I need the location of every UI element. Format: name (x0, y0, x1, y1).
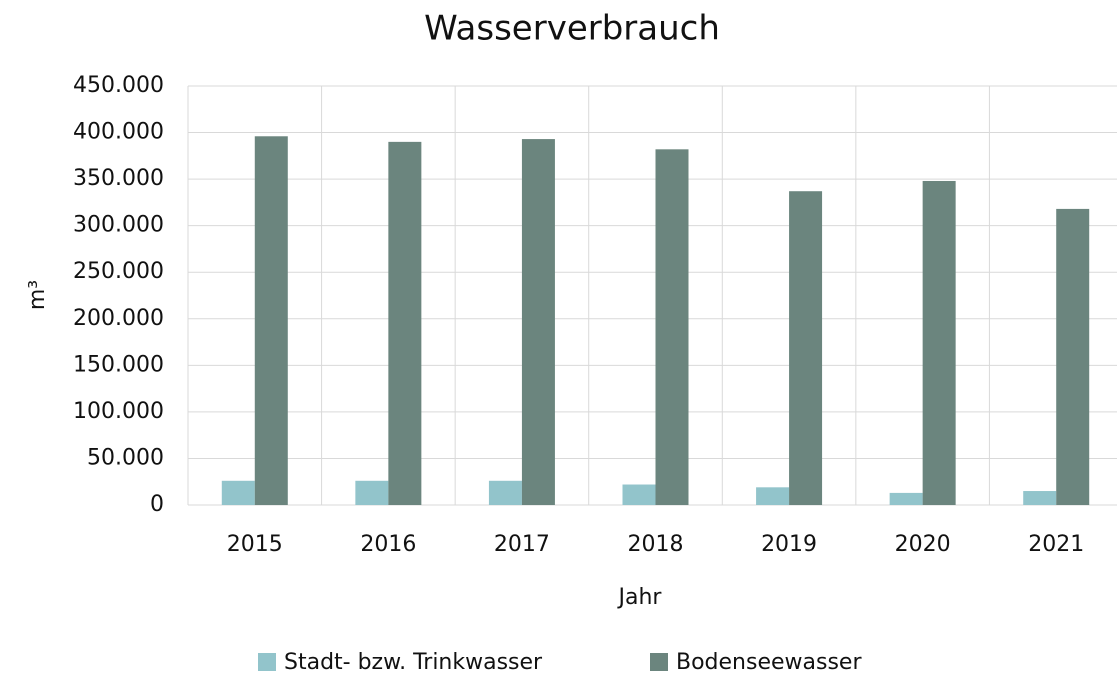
bar (1023, 491, 1057, 505)
y-tick-label: 50.000 (87, 445, 164, 470)
bar (221, 480, 255, 505)
bar (254, 136, 288, 505)
x-tick-label: 2019 (761, 532, 817, 557)
bar (388, 141, 422, 505)
y-tick-label: 450.000 (73, 73, 164, 98)
bar (922, 180, 956, 505)
x-tick-label: 2015 (227, 532, 283, 557)
x-tick-label: 2018 (628, 532, 684, 557)
legend-label: Bodenseewasser (676, 650, 862, 675)
bar (756, 487, 790, 505)
x-tick-label: 2020 (895, 532, 951, 557)
x-axis-label: Jahr (617, 585, 663, 610)
y-tick-label: 150.000 (73, 352, 164, 377)
bar (655, 149, 689, 505)
bar (789, 191, 823, 505)
x-tick-label: 2016 (360, 532, 416, 557)
y-tick-label: 350.000 (73, 166, 164, 191)
y-axis-label: m³ (25, 280, 50, 310)
bar (889, 492, 923, 505)
x-tick-label: 2021 (1028, 532, 1084, 557)
bar (521, 139, 555, 505)
y-tick-label: 200.000 (73, 306, 164, 331)
bar (488, 480, 522, 505)
bar (622, 484, 656, 505)
bar (1056, 208, 1090, 505)
legend-label: Stadt- bzw. Trinkwasser (284, 650, 543, 675)
legend-swatch (650, 653, 668, 671)
chart-title: Wasserverbrauch (424, 9, 720, 49)
y-tick-label: 0 (150, 492, 164, 517)
y-tick-label: 400.000 (73, 120, 164, 145)
y-tick-label: 300.000 (73, 213, 164, 238)
bar (355, 480, 389, 505)
legend-swatch (258, 653, 276, 671)
y-tick-label: 100.000 (73, 399, 164, 424)
x-tick-label: 2017 (494, 532, 550, 557)
y-tick-label: 250.000 (73, 259, 164, 284)
